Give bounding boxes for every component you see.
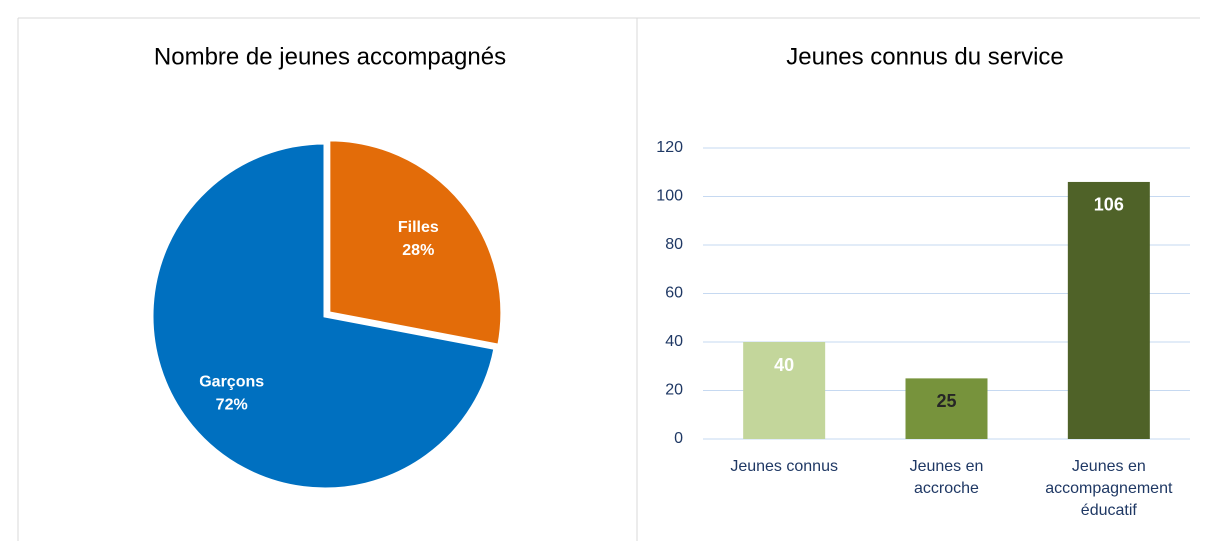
y-tick-label: 40 (665, 333, 683, 350)
data-label: 40 (774, 355, 794, 375)
y-tick-label: 60 (665, 285, 683, 302)
bar (1067, 181, 1150, 439)
x-tick-label: Jeunes connus (730, 458, 838, 475)
x-tick-label: Jeunes en accompagnement éducatif (1045, 458, 1173, 519)
chart-title: Nombre de jeunes accompagnés (154, 43, 506, 70)
y-tick-label: 20 (665, 382, 683, 399)
bar (905, 378, 988, 439)
data-label: 106 (1094, 195, 1124, 215)
pie-slice (327, 138, 504, 347)
slice-label: Garçons (199, 373, 264, 390)
data-label: 25 (936, 391, 956, 411)
chart-title: Jeunes connus du service (786, 43, 1064, 70)
y-tick-label: 100 (656, 188, 683, 205)
slice-label: Filles (398, 219, 439, 236)
slice-value: 28% (402, 242, 434, 259)
pie-slice (150, 141, 497, 491)
y-tick-label: 80 (665, 236, 683, 253)
y-tick-label: 120 (656, 139, 683, 156)
slice-value: 72% (216, 396, 248, 413)
x-tick-label: Jeunes en accroche (909, 458, 984, 497)
y-tick-label: 0 (674, 430, 683, 447)
bar (743, 342, 826, 439)
